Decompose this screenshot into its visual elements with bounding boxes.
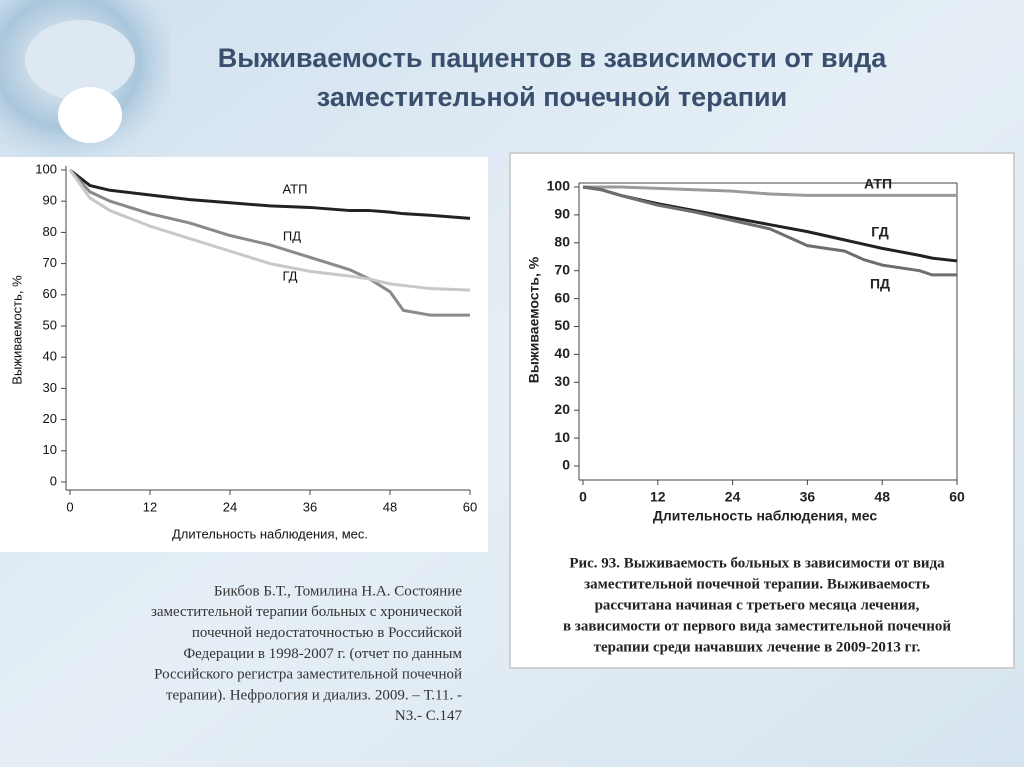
y-tick-label: 60 bbox=[554, 289, 570, 305]
series-line bbox=[68, 169, 471, 292]
x-tick-label: 12 bbox=[143, 499, 157, 514]
y-tick-label: 100 bbox=[547, 178, 571, 194]
y-tick-label: 60 bbox=[43, 286, 57, 301]
x-tick-label: 36 bbox=[303, 499, 317, 514]
y-tick-label: 0 bbox=[562, 457, 570, 473]
y-tick-label: 90 bbox=[43, 193, 57, 208]
y-tick-label: 0 bbox=[50, 473, 57, 488]
caption-line: заместительной почечной терапии. Выживае… bbox=[584, 576, 930, 592]
x-tick-label: 12 bbox=[650, 489, 666, 505]
citation-line: N3.- С.147 bbox=[395, 708, 463, 724]
x-tick-label: 60 bbox=[949, 489, 965, 505]
caption-line: терапии среди начавших лечение в 2009-20… bbox=[594, 639, 921, 655]
citation-line: Российского регистра заместительной поче… bbox=[154, 667, 462, 683]
citation-line: заместительной терапии больных с хрониче… bbox=[151, 604, 462, 620]
title-line: Выживаемость пациентов в зависимости от … bbox=[218, 43, 888, 73]
series-line bbox=[582, 185, 957, 277]
series-label: ГД bbox=[871, 224, 889, 240]
y-tick-label: 80 bbox=[43, 224, 57, 239]
x-axis-label: Длительность наблюдения, мес bbox=[653, 508, 877, 524]
x-tick-label: 24 bbox=[223, 499, 237, 514]
caption-line: Рис. 93. Выживаемость больных в зависимо… bbox=[569, 555, 945, 571]
series-line bbox=[69, 168, 471, 220]
series-line bbox=[583, 185, 957, 197]
x-tick-label: 60 bbox=[463, 499, 477, 514]
x-axis-label: Длительность наблюдения, мес. bbox=[172, 526, 368, 541]
series-label: ГД bbox=[283, 268, 298, 283]
x-tick-label: 0 bbox=[579, 489, 587, 505]
y-tick-label: 80 bbox=[554, 234, 570, 250]
y-tick-label: 20 bbox=[554, 401, 570, 417]
title-line: заместительной почечной терапии bbox=[317, 82, 787, 112]
chart-panel bbox=[0, 157, 488, 552]
citation-line: Федерации в 1998-2007 г. (отчет по данны… bbox=[183, 646, 462, 662]
y-tick-label: 20 bbox=[43, 411, 57, 426]
y-tick-label: 40 bbox=[43, 349, 57, 364]
x-tick-label: 48 bbox=[383, 499, 397, 514]
y-axis-label: Выживаемость, % bbox=[526, 256, 542, 383]
y-tick-label: 50 bbox=[554, 317, 570, 333]
x-tick-label: 24 bbox=[725, 489, 741, 505]
citation-line: почечной недостаточностью в Российской bbox=[192, 625, 462, 641]
y-axis-label: Выживаемость, % bbox=[9, 275, 24, 385]
chart-panel bbox=[509, 152, 1015, 669]
y-tick-label: 70 bbox=[554, 261, 570, 277]
caption-line: в зависимости от первого вида заместител… bbox=[563, 618, 951, 634]
y-tick-label: 70 bbox=[43, 255, 57, 270]
series-label: ПД bbox=[870, 276, 890, 292]
y-tick-label: 30 bbox=[554, 373, 570, 389]
series-line bbox=[68, 168, 470, 317]
y-tick-label: 40 bbox=[554, 345, 570, 361]
y-tick-label: 10 bbox=[554, 429, 570, 445]
citation-line: терапии). Нефрология и диализ. 2009. – Т… bbox=[166, 687, 462, 703]
x-tick-label: 36 bbox=[800, 489, 816, 505]
x-tick-label: 48 bbox=[874, 489, 890, 505]
mask bbox=[58, 87, 122, 143]
cap bbox=[25, 20, 135, 100]
caption-line: рассчитана начиная с третьего месяца леч… bbox=[595, 597, 920, 613]
series-label: АТП bbox=[283, 181, 308, 196]
y-tick-label: 30 bbox=[43, 380, 57, 395]
y-tick-label: 50 bbox=[43, 317, 57, 332]
y-tick-label: 10 bbox=[43, 442, 57, 457]
y-tick-label: 90 bbox=[554, 206, 570, 222]
series-label: АТП bbox=[864, 176, 892, 192]
series-label: ПД bbox=[283, 228, 301, 243]
y-tick-label: 100 bbox=[35, 161, 57, 176]
citation-line: Бикбов Б.Т., Томилина Н.А. Состояние bbox=[214, 583, 462, 599]
x-tick-label: 0 bbox=[66, 499, 73, 514]
